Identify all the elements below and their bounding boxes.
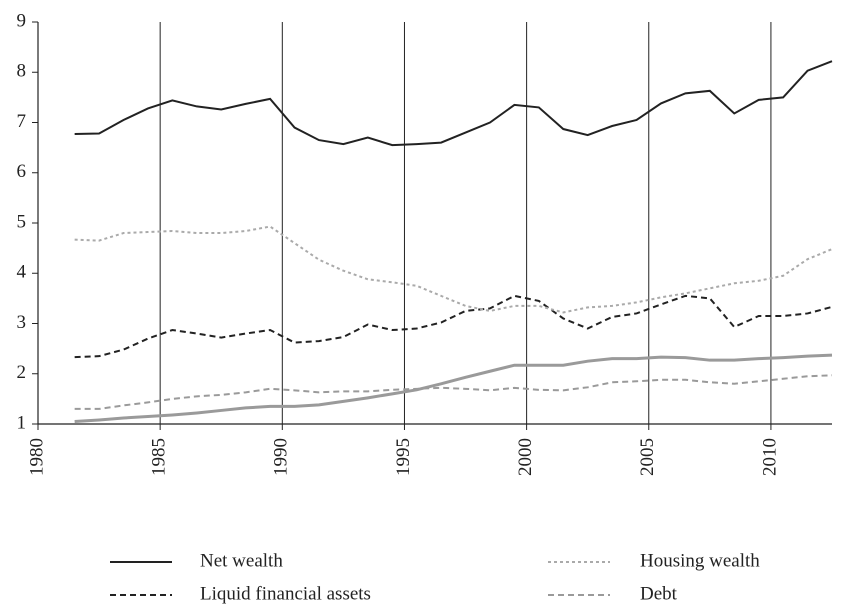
- x-tick-label: 1985: [149, 438, 170, 476]
- y-tick-label: 6: [17, 161, 27, 182]
- x-tick-label: 2010: [759, 438, 780, 476]
- x-tick-label: 1980: [26, 438, 47, 476]
- y-tick-label: 4: [17, 262, 27, 283]
- y-tick-label: 5: [17, 211, 27, 232]
- y-tick-label: 1: [17, 412, 27, 433]
- line: [74, 353, 833, 423]
- line: [74, 294, 833, 359]
- x-tick-label: 1990: [271, 438, 292, 476]
- legend-label: Housing wealth: [640, 550, 760, 571]
- y-tick-label: 9: [17, 10, 27, 31]
- line: [74, 225, 833, 314]
- x-tick-label: 2005: [637, 438, 658, 476]
- x-tick-label: 1995: [393, 438, 414, 476]
- legend-label: Debt: [640, 583, 678, 604]
- y-tick-label: 2: [17, 362, 27, 383]
- x-tick-label: 2000: [515, 438, 536, 476]
- y-tick-label: 7: [17, 111, 27, 132]
- y-tick-label: 3: [17, 312, 27, 333]
- line: [74, 374, 833, 410]
- legend-label: Net wealth: [200, 550, 283, 571]
- y-tick-label: 8: [17, 61, 27, 82]
- legend-label: Liquid financial assets: [200, 583, 371, 604]
- line: [74, 60, 833, 147]
